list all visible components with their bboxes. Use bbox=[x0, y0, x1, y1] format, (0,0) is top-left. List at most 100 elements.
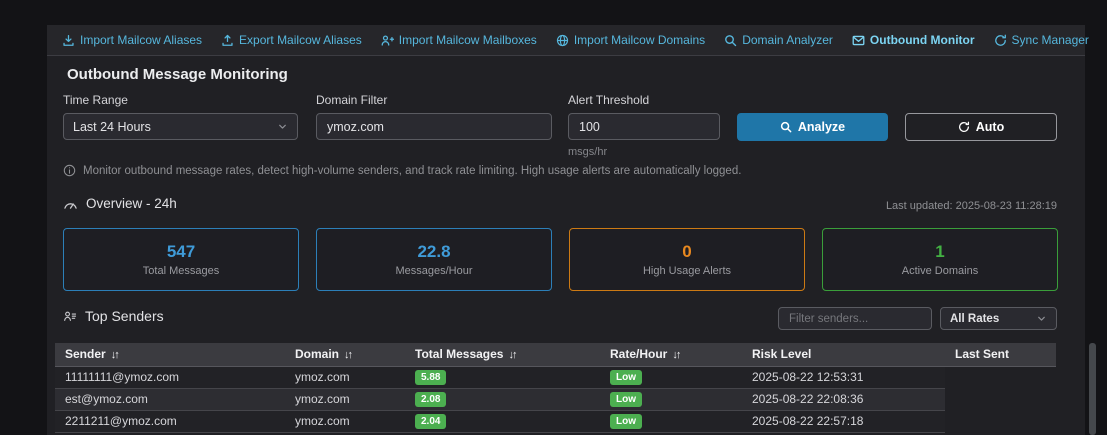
table-row: est@ymoz.com ymoz.com 2.08 Low 2025-08-2… bbox=[55, 388, 1056, 410]
last-updated: Last updated: 2025-08-23 11:28:19 bbox=[757, 200, 1057, 212]
nav-import-domains[interactable]: Import Mailcow Domains bbox=[556, 33, 705, 47]
info-icon bbox=[63, 164, 76, 177]
count-badge: 2.04 bbox=[415, 414, 446, 429]
download-icon bbox=[62, 34, 75, 47]
top-senders-header: Top Senders bbox=[63, 308, 164, 324]
table-header-row: Sender↓↑ Domain↓↑ Total Messages↓↑ Rate/… bbox=[55, 343, 1056, 366]
nav-label: Import Mailcow Domains bbox=[574, 33, 705, 47]
analyze-button[interactable]: Analyze bbox=[737, 113, 888, 141]
col-domain[interactable]: Domain↓↑ bbox=[285, 343, 405, 366]
table-row: 11111111@ymoz.com ymoz.com 5.88 Low 2025… bbox=[55, 366, 1056, 388]
risk-cell: 2025-08-22 22:08:36 bbox=[742, 388, 945, 410]
nav-export-aliases[interactable]: Export Mailcow Aliases bbox=[221, 33, 362, 47]
total-messages-cell: 5.88 bbox=[405, 366, 600, 388]
stat-value: 1 bbox=[935, 242, 944, 262]
search-icon bbox=[724, 34, 737, 47]
sender-cell: 2211211@ymoz.com bbox=[55, 410, 285, 432]
table-row: 2211211@ymoz.com ymoz.com 2.04 Low 2025-… bbox=[55, 410, 1056, 432]
time-range-select[interactable]: Last 24 Hours bbox=[63, 113, 298, 140]
info-line: Monitor outbound message rates, detect h… bbox=[63, 164, 741, 177]
nav-import-aliases[interactable]: Import Mailcow Aliases bbox=[62, 33, 202, 47]
stat-label: High Usage Alerts bbox=[643, 265, 731, 277]
nav-outbound-monitor[interactable]: Outbound Monitor bbox=[852, 33, 975, 47]
nav-domain-analyzer[interactable]: Domain Analyzer bbox=[724, 33, 833, 47]
rate-filter-value: All Rates bbox=[950, 313, 999, 325]
sender-cell: est@ymoz.com bbox=[55, 388, 285, 410]
stat-label: Messages/Hour bbox=[395, 265, 472, 277]
domain-cell: ymoz.com bbox=[285, 366, 405, 388]
stat-value: 22.8 bbox=[417, 242, 450, 262]
domain-filter-label: Domain Filter bbox=[316, 93, 387, 107]
refresh-icon bbox=[958, 121, 970, 133]
sync-icon bbox=[994, 34, 1007, 47]
stat-messages-hour: 22.8 Messages/Hour bbox=[316, 228, 552, 291]
stat-high-usage-alerts: 0 High Usage Alerts bbox=[569, 228, 805, 291]
table-scrollbar[interactable] bbox=[1089, 343, 1096, 435]
overview-title: Overview - 24h bbox=[86, 196, 177, 211]
nav-import-mailboxes[interactable]: Import Mailcow Mailboxes bbox=[381, 33, 537, 47]
chevron-down-icon bbox=[277, 121, 288, 132]
sender-filter-input[interactable] bbox=[778, 307, 932, 330]
nav-label: Import Mailcow Aliases bbox=[80, 33, 202, 47]
overview-header: Overview - 24h bbox=[63, 196, 177, 211]
auto-button[interactable]: Auto bbox=[905, 113, 1057, 141]
count-badge: 5.88 bbox=[415, 370, 446, 385]
users-list-icon bbox=[63, 310, 77, 323]
stat-active-domains: 1 Active Domains bbox=[822, 228, 1058, 291]
rate-cell: Low bbox=[600, 388, 742, 410]
stat-total-messages: 547 Total Messages bbox=[63, 228, 299, 291]
gauge-icon bbox=[63, 197, 78, 210]
top-navbar: Import Mailcow Aliases Export Mailcow Al… bbox=[47, 25, 1085, 56]
rate-badge: Low bbox=[610, 370, 642, 385]
stat-label: Total Messages bbox=[143, 265, 219, 277]
total-messages-cell: 2.04 bbox=[405, 410, 600, 432]
top-senders-table: Sender↓↑ Domain↓↑ Total Messages↓↑ Rate/… bbox=[55, 343, 1056, 433]
globe-icon bbox=[556, 34, 569, 47]
last-sent-cell bbox=[945, 388, 1056, 410]
nav-sync-manager[interactable]: Sync Manager bbox=[994, 33, 1089, 47]
total-messages-cell: 2.08 bbox=[405, 388, 600, 410]
rate-badge: Low bbox=[610, 414, 642, 429]
count-badge: 2.08 bbox=[415, 392, 446, 407]
nav-label: Outbound Monitor bbox=[870, 33, 975, 47]
analyze-button-label: Analyze bbox=[798, 120, 845, 134]
info-text: Monitor outbound message rates, detect h… bbox=[83, 165, 741, 177]
col-last-sent: Last Sent bbox=[945, 343, 1056, 366]
chevron-down-icon bbox=[1036, 313, 1047, 324]
alert-threshold-input[interactable] bbox=[568, 113, 720, 140]
page-title: Outbound Message Monitoring bbox=[67, 66, 288, 83]
col-rate-hour[interactable]: Rate/Hour↓↑ bbox=[600, 343, 742, 366]
threshold-unit-hint: msgs/hr bbox=[568, 146, 607, 158]
col-total-messages[interactable]: Total Messages↓↑ bbox=[405, 343, 600, 366]
last-sent-cell bbox=[945, 410, 1056, 432]
upload-icon bbox=[221, 34, 234, 47]
rate-filter-select[interactable]: All Rates bbox=[940, 307, 1057, 330]
col-risk-level: Risk Level bbox=[742, 343, 945, 366]
nav-label: Sync Manager bbox=[1012, 33, 1089, 47]
nav-label: Import Mailcow Mailboxes bbox=[399, 33, 537, 47]
nav-label: Export Mailcow Aliases bbox=[239, 33, 362, 47]
stat-value: 0 bbox=[682, 242, 691, 262]
time-range-value: Last 24 Hours bbox=[73, 120, 151, 134]
sort-icon: ↓↑ bbox=[344, 349, 351, 361]
risk-cell: 2025-08-22 22:57:18 bbox=[742, 410, 945, 432]
auto-button-label: Auto bbox=[976, 120, 1004, 134]
domain-cell: ymoz.com bbox=[285, 410, 405, 432]
rate-cell: Low bbox=[600, 366, 742, 388]
sort-icon: ↓↑ bbox=[672, 349, 679, 361]
sort-icon: ↓↑ bbox=[508, 349, 515, 361]
rate-cell: Low bbox=[600, 410, 742, 432]
top-senders-title: Top Senders bbox=[85, 308, 164, 324]
rate-badge: Low bbox=[610, 392, 642, 407]
domain-cell: ymoz.com bbox=[285, 388, 405, 410]
time-range-label: Time Range bbox=[63, 93, 128, 107]
alert-threshold-label: Alert Threshold bbox=[568, 93, 649, 107]
stat-value: 547 bbox=[167, 242, 195, 262]
risk-cell: 2025-08-22 12:53:31 bbox=[742, 366, 945, 388]
col-sender[interactable]: Sender↓↑ bbox=[55, 343, 285, 366]
domain-filter-input[interactable] bbox=[316, 113, 552, 140]
user-plus-icon bbox=[381, 34, 394, 47]
nav-label: Domain Analyzer bbox=[742, 33, 833, 47]
search-icon bbox=[780, 121, 792, 133]
stat-label: Active Domains bbox=[902, 265, 978, 277]
